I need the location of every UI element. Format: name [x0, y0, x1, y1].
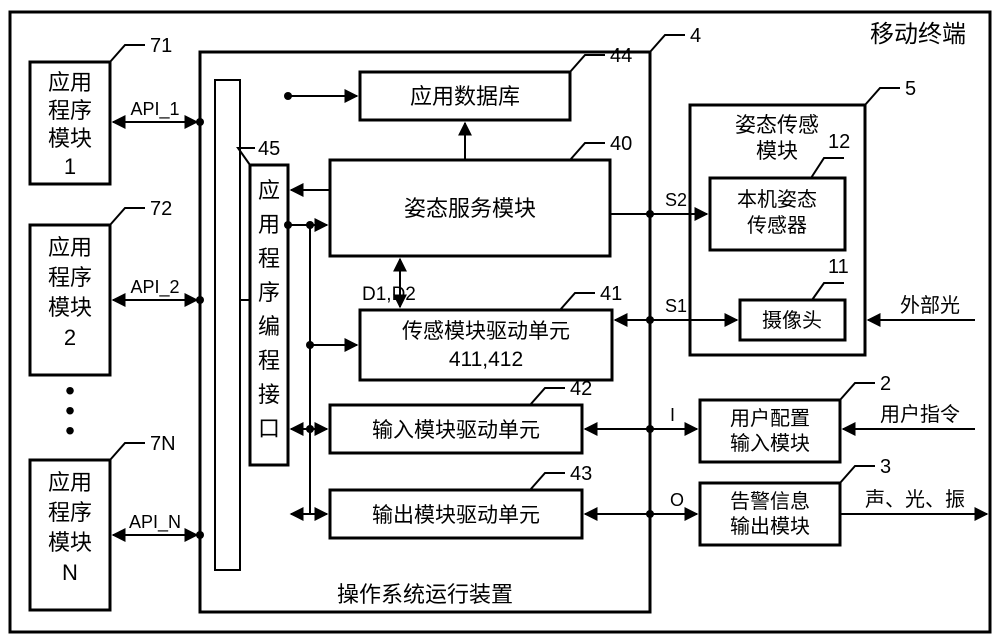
ext-light-label: 外部光	[900, 294, 960, 317]
os-device-title: 操作系统运行装置	[337, 582, 513, 607]
terminal-title: 移动终端	[870, 21, 966, 48]
ref-3: 3	[880, 456, 891, 478]
app-module-n-l4: N	[62, 560, 78, 585]
apin-label: API_N	[129, 512, 181, 533]
ref-71: 71	[150, 35, 172, 57]
app-module-2-l2: 程序	[48, 265, 92, 290]
driver-label-1: 传感模块驱动单元	[402, 320, 570, 343]
local-sensor-l2: 传感器	[747, 214, 807, 237]
dots-3: •	[65, 415, 75, 446]
ref-43: 43	[570, 463, 592, 485]
api-l5: 编	[258, 314, 280, 339]
ref-44: 44	[610, 45, 632, 67]
app-module-2-l4: 2	[64, 325, 76, 350]
sensor-title-1: 姿态传感	[735, 114, 819, 137]
api2-label: API_2	[130, 277, 179, 298]
out-label: 声、光、振	[865, 488, 965, 511]
api-l6: 程	[258, 348, 280, 373]
api-l1: 应	[258, 178, 280, 203]
ref-5: 5	[905, 78, 916, 100]
db-label: 应用数据库	[410, 84, 520, 109]
app-module-1-l2: 程序	[48, 98, 92, 123]
api-l7: 接	[258, 382, 280, 407]
ref-12: 12	[828, 131, 850, 153]
user-config-l2: 输入模块	[730, 432, 810, 455]
d-label: D1,D2	[362, 284, 416, 305]
ref-45: 45	[258, 138, 280, 160]
ref-41: 41	[600, 283, 622, 305]
output-label: 输出模块驱动单元	[372, 504, 540, 527]
s2-label: S2	[665, 190, 687, 210]
app-module-2-l1: 应用	[48, 235, 92, 260]
app-module-2-l3: 模块	[48, 295, 92, 320]
system-block-diagram: 移动终端 应用 程序 模块 1 71 应用 程序 模块 2 72 • • • 应…	[0, 0, 1000, 642]
sensor-title-2: 模块	[756, 140, 798, 163]
input-label: 输入模块驱动单元	[372, 419, 540, 442]
app-module-1-l4: 1	[64, 154, 76, 179]
api-block	[215, 80, 240, 570]
o-label: O	[670, 490, 684, 510]
app-module-n-l1: 应用	[48, 470, 92, 495]
ref-7n: 7N	[150, 433, 176, 455]
app-module-1-l1: 应用	[48, 70, 92, 95]
alarm-l2: 输出模块	[730, 515, 810, 538]
api1-label: API_1	[130, 99, 179, 120]
user-cmd-label: 用户指令	[880, 403, 960, 426]
ref-40: 40	[610, 133, 632, 155]
i-label: I	[670, 405, 675, 425]
app-module-n-l3: 模块	[48, 530, 92, 555]
ref-2: 2	[880, 373, 891, 395]
ref-4: 4	[690, 25, 701, 47]
camera-label: 摄像头	[762, 309, 822, 332]
local-sensor-l1: 本机姿态	[737, 188, 817, 211]
app-module-1-l3: 模块	[48, 126, 92, 151]
driver-label-2: 411,412	[449, 348, 523, 371]
api-l4: 序	[258, 280, 280, 305]
ref-72: 72	[150, 198, 172, 220]
alarm-l1: 告警信息	[730, 490, 810, 513]
ref-11: 11	[828, 256, 849, 278]
api-l3: 程	[258, 246, 280, 271]
api-l8: 口	[258, 416, 280, 441]
posture-label: 姿态服务模块	[404, 196, 536, 221]
user-config-l1: 用户配置	[730, 407, 810, 430]
app-module-n-l2: 程序	[48, 500, 92, 525]
ref-42: 42	[570, 378, 592, 400]
s1-label: S1	[665, 296, 687, 316]
api-l2: 用	[258, 212, 280, 237]
